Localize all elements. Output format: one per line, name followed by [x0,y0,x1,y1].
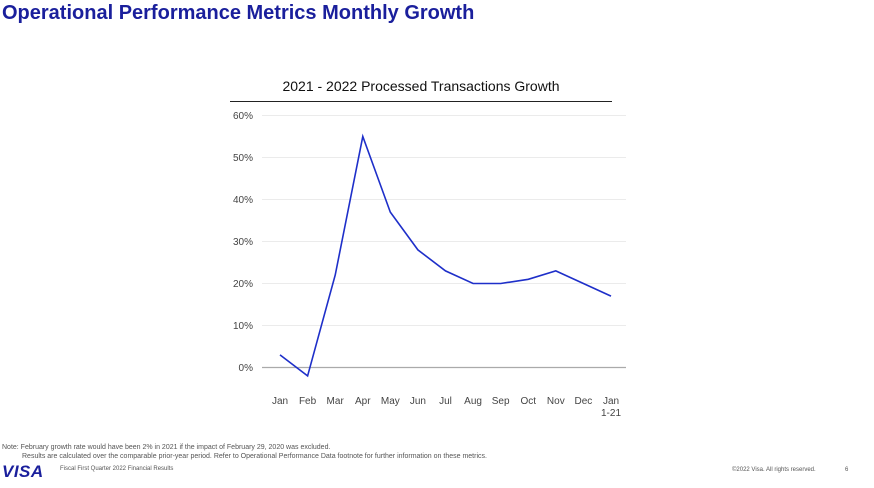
x-tick-label: Jul [439,396,452,407]
x-tick-label: Jun [410,396,426,407]
x-tick-label: Jan [603,396,619,407]
data-point [444,270,446,272]
footnote: Note: February growth rate would have be… [2,443,487,461]
y-tick-label: 50% [233,153,253,164]
data-point [610,295,612,297]
x-tick-label: Aug [464,396,482,407]
footer-report-title: Fiscal First Quarter 2022 Financial Resu… [60,466,174,472]
y-tick-label: 30% [233,237,253,248]
page-title: Operational Performance Metrics Monthly … [2,2,475,24]
data-point [389,211,391,213]
x-tick-label: Nov [547,396,565,407]
x-tick-sublabel: 1-21 [601,408,621,419]
data-point [499,282,501,284]
x-tick-label: Mar [327,396,345,407]
y-tick-label: 40% [233,195,253,206]
data-point [582,282,584,284]
footer-copyright: ©2022 Visa. All rights reserved. [732,467,816,473]
visa-logo: VISA [2,462,44,481]
x-tick-label: Feb [299,396,317,407]
data-point [334,274,336,276]
x-tick-label: Sep [492,396,510,407]
data-point [362,135,364,137]
data-point [417,249,419,251]
data-point [555,270,557,272]
data-point [306,375,308,377]
y-tick-label: 60% [233,111,253,122]
data-point [527,278,529,280]
y-tick-label: 0% [239,363,254,374]
chart-title: 2021 - 2022 Processed Transactions Growt… [282,78,560,94]
x-tick-label: Oct [520,396,536,407]
y-tick-label: 20% [233,279,253,290]
x-tick-label: May [381,396,400,407]
x-tick-label: Jan [272,396,288,407]
chart-title-rule [230,101,612,102]
series-line [279,133,612,378]
footnote-line-2: Results are calculated over the comparab… [22,453,487,460]
page-number: 6 [845,467,849,473]
x-tick-label: Apr [355,396,371,407]
data-point [279,354,281,356]
data-point [472,282,474,284]
y-tick-label: 10% [233,321,253,332]
x-tick-label: Dec [575,396,593,407]
footnote-line-1: Note: February growth rate would have be… [2,444,331,451]
